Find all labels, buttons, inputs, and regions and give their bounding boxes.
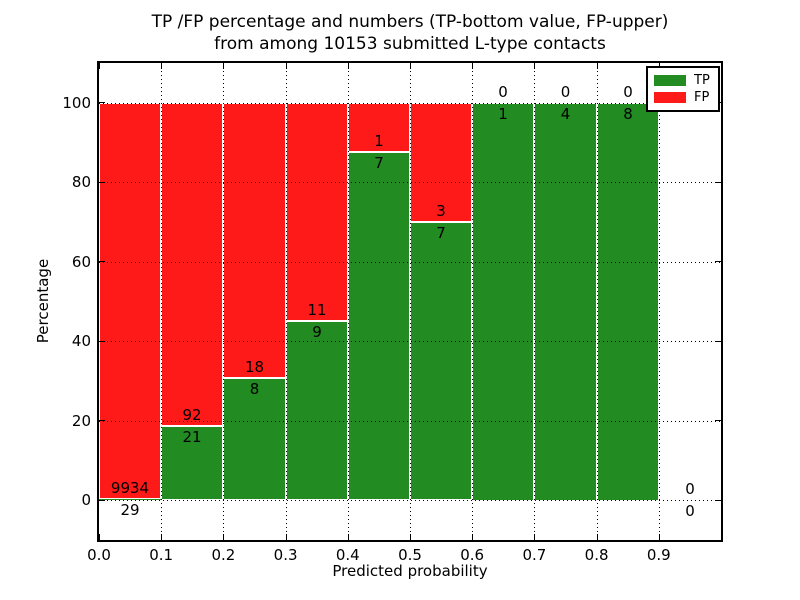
x-gridline bbox=[472, 63, 473, 540]
x-tick-label: 0.4 bbox=[335, 546, 360, 564]
bar-label-fp: 3 bbox=[436, 202, 446, 220]
bar-label-tp: 8 bbox=[623, 104, 633, 123]
bar-label-tp: 7 bbox=[436, 224, 446, 242]
x-gridline bbox=[348, 63, 349, 540]
y-tick-label: 40 bbox=[71, 332, 91, 351]
bar-segment-tp bbox=[597, 103, 659, 501]
bar-label-fp: 0 bbox=[685, 480, 695, 499]
bar-label-tp: 8 bbox=[249, 379, 260, 398]
x-tick-mark bbox=[98, 534, 100, 540]
chart-title-line1: TP /FP percentage and numbers (TP-bottom… bbox=[151, 12, 669, 32]
plot-area: 9934 29 92 21 18 8 11 9 1 7 3 7 0 1 0 4 0 8 0 0 bbox=[97, 61, 723, 542]
x-gridline bbox=[597, 63, 598, 540]
bar-segment-tp bbox=[348, 152, 410, 500]
x-tick-mark-top bbox=[98, 63, 100, 69]
bar-segment-fp bbox=[223, 103, 286, 378]
plot-layer: 9934 29 92 21 18 8 11 9 1 7 3 7 0 1 0 4 0 8 0 0 bbox=[98, 63, 721, 540]
y-tick-label: 0 bbox=[81, 491, 91, 510]
bar-segment-fp bbox=[286, 103, 348, 321]
bar-label-fp: 9934 bbox=[110, 479, 150, 498]
chart-title-line2: from among 10153 submitted L-type contac… bbox=[214, 34, 606, 54]
bar-segment-tp bbox=[161, 426, 223, 500]
bar-label-fp: 0 bbox=[560, 82, 571, 101]
x-gridline bbox=[223, 63, 224, 540]
bar-segment-tp bbox=[286, 321, 348, 500]
bar-label-fp: 11 bbox=[307, 301, 327, 320]
bar-segment-tp bbox=[410, 222, 472, 500]
legend-label-fp: FP bbox=[694, 90, 710, 105]
x-gridline bbox=[659, 63, 660, 540]
bar-label-tp: 0 bbox=[685, 502, 695, 521]
chart-title: TP /FP percentage and numbers (TP-bottom… bbox=[99, 11, 721, 55]
bar-label-fp: 92 bbox=[182, 406, 202, 425]
bar-label-fp: 0 bbox=[623, 82, 633, 101]
x-tick-label: 0.7 bbox=[522, 546, 547, 564]
x-tick-label: 0.5 bbox=[398, 546, 422, 564]
legend-label-tp: TP bbox=[694, 73, 710, 88]
legend: TP FP bbox=[646, 66, 720, 112]
fp-color-swatch bbox=[654, 92, 686, 103]
y-tick-label: 20 bbox=[71, 411, 91, 430]
x-axis-label: Predicted probability bbox=[332, 562, 488, 580]
bar-segment-tp bbox=[534, 103, 597, 501]
y-axis-label: Percentage bbox=[34, 258, 52, 344]
x-tick-label: 0.8 bbox=[584, 546, 609, 564]
y-tick-label: 80 bbox=[71, 173, 91, 192]
bar-label-tp: 7 bbox=[374, 154, 384, 173]
bar-label-fp: 18 bbox=[244, 357, 265, 376]
bar-label-tp: 4 bbox=[560, 104, 571, 123]
legend-item-fp: FP bbox=[654, 89, 712, 106]
bar-label-tp: 29 bbox=[120, 501, 140, 520]
bar-segment-fp bbox=[99, 103, 161, 499]
x-gridline bbox=[286, 63, 287, 540]
bar-label-fp: 0 bbox=[498, 82, 508, 101]
bar-segment-tp bbox=[99, 499, 161, 500]
x-gridline bbox=[410, 63, 411, 540]
x-tick-label: 0.6 bbox=[460, 546, 485, 564]
x-tick-label: 0.9 bbox=[646, 546, 671, 564]
x-tick-label: 0.2 bbox=[211, 546, 236, 564]
bar-segment-fp bbox=[161, 103, 223, 426]
x-tick-label: 0.0 bbox=[87, 546, 111, 564]
bar-label-tp: 9 bbox=[312, 323, 322, 342]
bar-segment-tp bbox=[472, 103, 534, 501]
y-tick-label: 100 bbox=[62, 93, 91, 112]
bar-label-tp: 21 bbox=[182, 428, 202, 447]
legend-item-tp: TP bbox=[654, 72, 712, 89]
tp-color-swatch bbox=[654, 75, 686, 86]
y-tick-label: 60 bbox=[71, 252, 91, 271]
x-gridline bbox=[161, 63, 162, 540]
bar-label-fp: 1 bbox=[374, 132, 384, 151]
x-tick-label: 0.3 bbox=[273, 546, 298, 564]
x-gridline bbox=[534, 63, 535, 540]
x-tick-label: 0.1 bbox=[149, 546, 174, 564]
bar-label-tp: 1 bbox=[498, 104, 508, 123]
